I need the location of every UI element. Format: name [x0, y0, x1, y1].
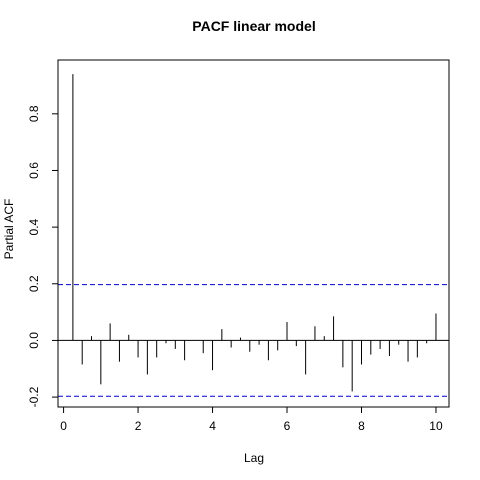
y-axis-label: Partial ACF [2, 199, 16, 260]
plot-marks: 0 2 4 6 8 10 -0.2 0.0 0.2 0.4 0.6 0.8 [27, 74, 449, 433]
y-tick-label: 0.0 [27, 332, 41, 349]
x-tick-label: 4 [209, 419, 216, 433]
x-tick-label: 10 [429, 419, 443, 433]
x-tick-label: 6 [284, 419, 291, 433]
y-tick-label: 0.8 [27, 105, 41, 122]
y-tick-label: 0.6 [27, 162, 41, 179]
y-tick-label: -0.2 [27, 386, 41, 407]
x-axis-label: Lag [244, 451, 264, 465]
y-tick-label: 0.2 [27, 275, 41, 292]
chart-title: PACF linear model [192, 18, 315, 34]
x-tick-label: 0 [60, 419, 67, 433]
x-tick-label: 2 [135, 419, 142, 433]
y-tick-label: 0.4 [27, 218, 41, 235]
x-tick-label: 8 [358, 419, 365, 433]
plot-frame [57, 59, 450, 408]
